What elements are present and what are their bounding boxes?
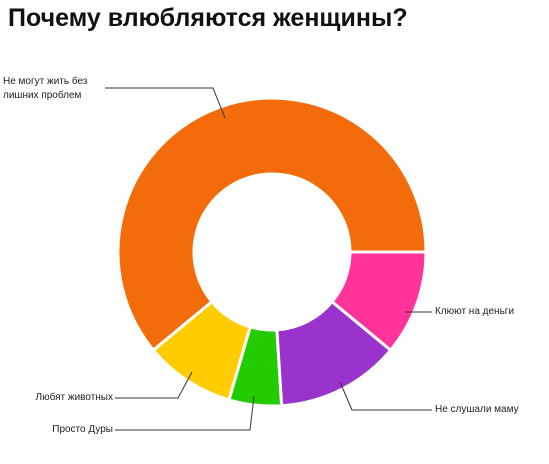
leader-line [115, 395, 255, 431]
slice-label: Не слушали маму [435, 404, 519, 415]
donut-slice [329, 250, 428, 353]
slice-label: Не могут жить без лишних проблем [3, 76, 88, 101]
donut-slice [116, 96, 428, 353]
slice-label: Просто Дуры [52, 424, 113, 435]
chart-title: Почему влюбляются женщины? [8, 4, 408, 32]
slice-label: Клюют на деньги [435, 306, 515, 317]
leader-line [339, 381, 432, 411]
slice-label: Любят животных [35, 392, 113, 403]
leader-line [115, 371, 193, 399]
leader-line [105, 87, 226, 119]
